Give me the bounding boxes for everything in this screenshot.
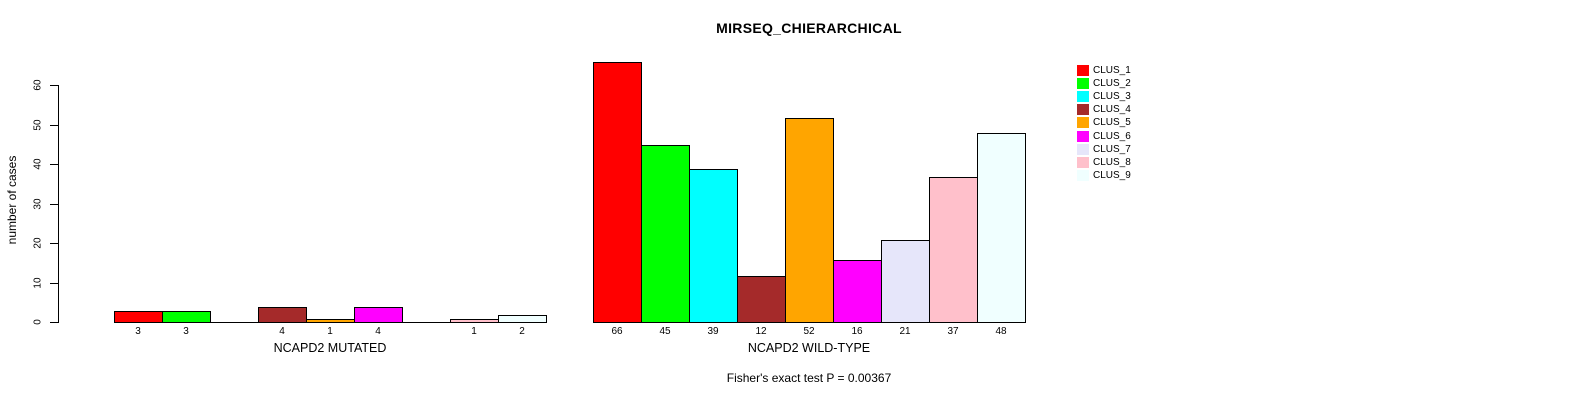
bar xyxy=(785,118,834,323)
bar-value-label: 4 xyxy=(279,326,285,337)
legend-item: CLUS_8 xyxy=(1077,156,1131,169)
legend-swatch xyxy=(1077,130,1089,142)
y-axis-tick-label: 20 xyxy=(32,237,44,249)
legend-item-label: CLUS_6 xyxy=(1093,130,1131,142)
y-axis-tick-label: 30 xyxy=(32,197,44,210)
legend-item: CLUS_7 xyxy=(1077,143,1131,156)
bar xyxy=(162,311,211,323)
y-axis-tick xyxy=(50,243,58,244)
legend-item-label: CLUS_4 xyxy=(1093,104,1131,116)
bar-value-label: 1 xyxy=(471,326,477,337)
bar xyxy=(306,319,355,323)
bar-value-label: 1 xyxy=(327,326,333,337)
bar-value-label: 3 xyxy=(183,326,189,337)
legend-item: CLUS_3 xyxy=(1077,90,1131,103)
legend-item-label: CLUS_1 xyxy=(1093,65,1131,77)
bar xyxy=(498,315,547,323)
bar xyxy=(258,307,307,323)
legend-swatch xyxy=(1077,91,1089,103)
bar xyxy=(977,133,1026,323)
group-x-label: NCAPD2 MUTATED xyxy=(273,341,387,355)
bar-value-label: 39 xyxy=(707,326,719,337)
legend-item: CLUS_9 xyxy=(1077,169,1131,182)
legend-swatch xyxy=(1077,169,1089,181)
bar xyxy=(641,145,690,323)
bar xyxy=(593,62,642,323)
bar xyxy=(929,177,978,323)
bar-value-label: 4 xyxy=(375,326,381,337)
legend-swatch xyxy=(1077,65,1089,77)
y-axis-tick-label: 40 xyxy=(32,158,44,170)
y-axis-tick xyxy=(50,124,58,126)
bar-value-label: 66 xyxy=(611,326,623,337)
bar xyxy=(354,307,403,323)
y-axis-line xyxy=(58,85,59,323)
bar xyxy=(737,276,786,323)
legend-item-label: CLUS_8 xyxy=(1093,156,1131,168)
bar xyxy=(450,319,499,323)
y-axis-tick xyxy=(50,203,58,205)
y-axis-tick xyxy=(50,322,58,323)
legend-swatch xyxy=(1077,156,1089,168)
bar xyxy=(881,240,930,323)
bar xyxy=(114,311,163,323)
legend-item-label: CLUS_7 xyxy=(1093,143,1131,155)
legend-swatch xyxy=(1077,104,1089,116)
legend-item: CLUS_4 xyxy=(1077,103,1131,116)
legend-swatch xyxy=(1077,117,1089,129)
bar-value-label: 52 xyxy=(803,326,815,337)
y-axis-label: number of cases xyxy=(5,155,19,245)
legend-item: CLUS_1 xyxy=(1077,64,1131,77)
legend: CLUS_1 CLUS_2 CLUS_3 CLUS_4 CLUS_5 CLUS_6 CLUS… xyxy=(1077,64,1131,182)
legend-item-label: CLUS_9 xyxy=(1093,169,1131,181)
y-axis-tick xyxy=(50,85,58,86)
y-axis-tick-label: 0 xyxy=(32,319,44,325)
bar-value-label: 45 xyxy=(659,326,671,337)
chart-title: MIRSEQ_CHIERARCHICAL xyxy=(716,20,902,36)
legend-item: CLUS_2 xyxy=(1077,77,1131,90)
legend-item: CLUS_5 xyxy=(1077,116,1131,129)
y-axis-tick xyxy=(50,282,58,284)
legend-item-label: CLUS_5 xyxy=(1093,117,1131,129)
y-axis-tick xyxy=(50,164,58,165)
bar xyxy=(689,169,738,323)
group-x-label: NCAPD2 WILD-TYPE xyxy=(747,341,871,355)
legend-item-label: CLUS_3 xyxy=(1093,91,1131,103)
legend-item-label: CLUS_2 xyxy=(1093,78,1131,90)
y-axis-tick-label: 50 xyxy=(32,118,44,131)
fisher-test-annotation: Fisher's exact test P = 0.00367 xyxy=(726,371,892,385)
y-axis-tick-label: 10 xyxy=(32,276,44,289)
legend-swatch xyxy=(1077,143,1089,155)
bar-value-label: 3 xyxy=(135,326,141,337)
y-axis-tick-label: 60 xyxy=(32,79,44,91)
bar-value-label: 2 xyxy=(519,326,525,337)
bar-value-label: 48 xyxy=(995,326,1007,337)
bar-value-label: 21 xyxy=(899,326,911,337)
legend-item: CLUS_6 xyxy=(1077,129,1131,142)
bar-value-label: 16 xyxy=(851,326,863,337)
legend-swatch xyxy=(1077,78,1089,90)
bar-value-label: 12 xyxy=(755,326,767,337)
bar xyxy=(833,260,882,323)
bar-value-label: 37 xyxy=(947,326,959,337)
